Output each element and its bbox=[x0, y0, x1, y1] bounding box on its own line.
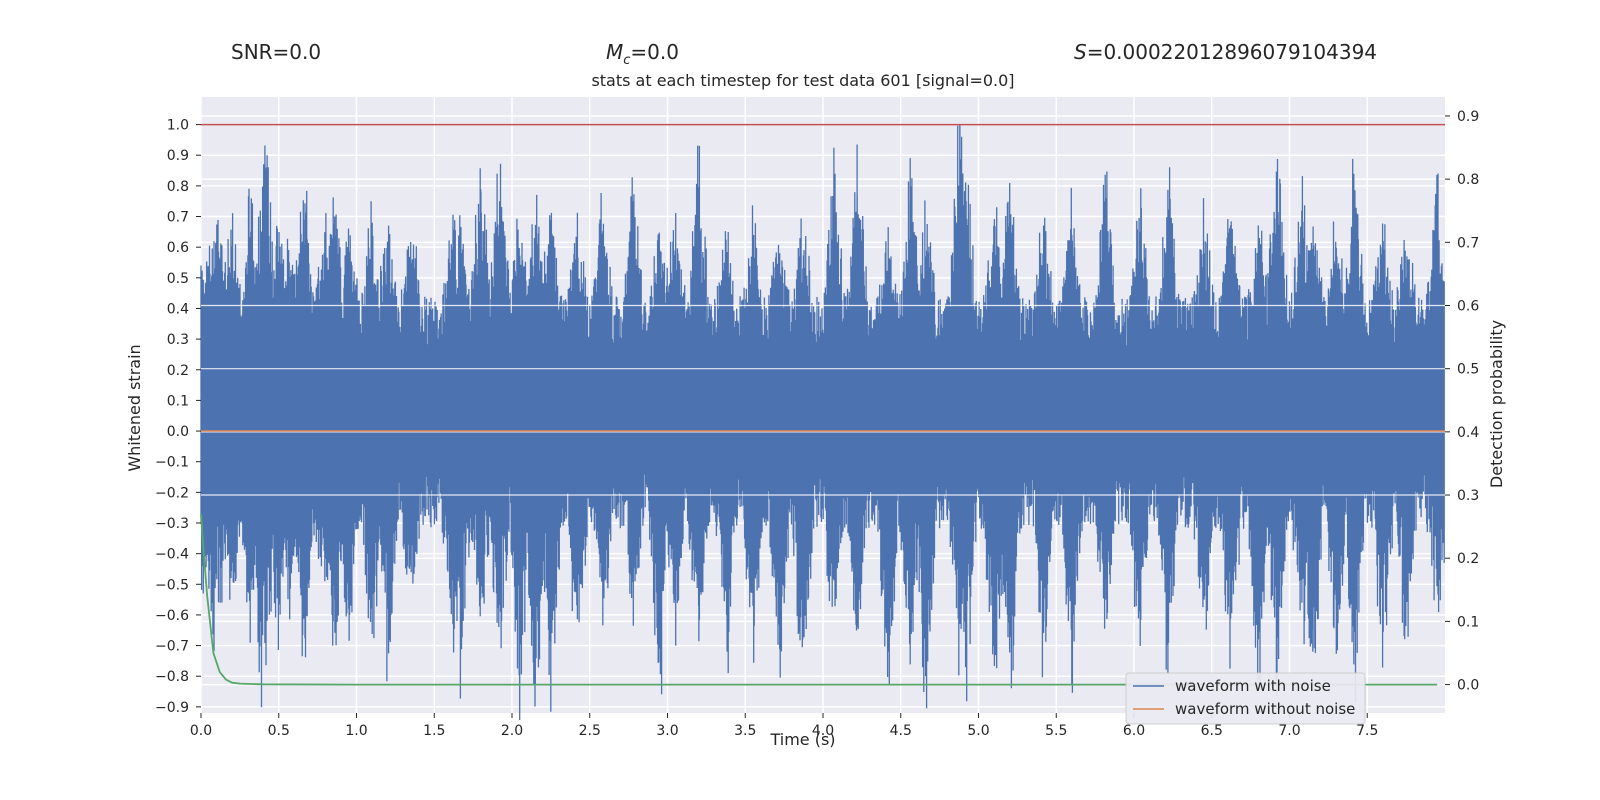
x-tick-label: 2.0 bbox=[501, 723, 523, 739]
waveform-noise-trace bbox=[200, 124, 1445, 720]
y2-tick-label: 0.0 bbox=[1457, 678, 1479, 694]
x-tick-label: 3.5 bbox=[734, 723, 756, 739]
y2-tick-label: 0.4 bbox=[1457, 425, 1479, 441]
y2-axis-label: Detection probability bbox=[1487, 320, 1506, 488]
y-tick-label: −0.4 bbox=[155, 547, 189, 563]
y-tick-label: 0.7 bbox=[167, 210, 189, 226]
y-tick-label: −0.6 bbox=[155, 608, 189, 624]
y-tick-label: 0.5 bbox=[167, 271, 189, 287]
y-tick-label: −0.5 bbox=[155, 577, 189, 593]
y-tick-label: 0.3 bbox=[167, 332, 189, 348]
y2-tick-label: 0.7 bbox=[1457, 235, 1479, 251]
legend-box bbox=[1125, 672, 1366, 725]
y2-tick-label: 0.9 bbox=[1457, 109, 1479, 125]
series-waveform-with-noise bbox=[200, 124, 1445, 720]
x-tick-label: 2.5 bbox=[579, 723, 601, 739]
x-tick-label: 0.5 bbox=[268, 723, 290, 739]
y-tick-label: 0.6 bbox=[167, 240, 189, 256]
y-tick-label: −0.8 bbox=[155, 669, 189, 685]
y-axis-label: Whitened strain bbox=[125, 344, 144, 471]
x-tick-label: 6.5 bbox=[1201, 723, 1223, 739]
x-tick-label: 7.0 bbox=[1278, 723, 1300, 739]
legend-label-noise: waveform with noise bbox=[1175, 677, 1331, 695]
chirp-mass-label: Mc=0.0 bbox=[606, 40, 679, 68]
x-tick-label: 5.0 bbox=[967, 723, 989, 739]
x-tick-label: 3.0 bbox=[656, 723, 678, 739]
y-tick-label: 0.9 bbox=[167, 148, 189, 164]
snr-label: SNR=0.0 bbox=[231, 40, 322, 64]
y-tick-label: 0.1 bbox=[167, 393, 189, 409]
x-tick-label: 4.5 bbox=[890, 723, 912, 739]
y-tick-label: 1.0 bbox=[167, 118, 189, 134]
statistic-label: S=0.00022012896079104394 bbox=[1074, 40, 1378, 64]
x-tick-label: 0.0 bbox=[190, 723, 212, 739]
chart-title: stats at each timestep for test data 601… bbox=[591, 71, 1014, 90]
y2-tick-label: 0.3 bbox=[1457, 488, 1479, 504]
x-tick-label: 1.0 bbox=[345, 723, 367, 739]
x-tick-label: 1.5 bbox=[423, 723, 445, 739]
y-tick-label: 0.4 bbox=[167, 301, 189, 317]
legend: waveform with noise waveform without noi… bbox=[1125, 672, 1366, 725]
y-tick-label: −0.3 bbox=[155, 516, 189, 532]
y2-tick-label: 0.8 bbox=[1457, 172, 1479, 188]
y2-tick-label: 0.2 bbox=[1457, 551, 1479, 567]
x-tick-label: 4.0 bbox=[812, 723, 834, 739]
legend-label-clean: waveform without noise bbox=[1175, 700, 1355, 718]
y-tick-label: 0.8 bbox=[167, 179, 189, 195]
x-tick-label: 5.5 bbox=[1045, 723, 1067, 739]
y2-tick-label: 0.5 bbox=[1457, 362, 1479, 378]
x-tick-label: 7.5 bbox=[1356, 723, 1378, 739]
y-tick-label: 0.0 bbox=[167, 424, 189, 440]
x-tick-label: 6.0 bbox=[1123, 723, 1145, 739]
y-tick-label: −0.2 bbox=[155, 485, 189, 501]
y-tick-label: −0.1 bbox=[155, 455, 189, 471]
y-tick-label: 0.2 bbox=[167, 363, 189, 379]
y-tick-label: −0.7 bbox=[155, 639, 189, 655]
x-axis-label: Time (s) bbox=[769, 730, 835, 749]
series-detection-probability bbox=[200, 513, 1438, 686]
y2-tick-label: 0.6 bbox=[1457, 298, 1479, 314]
y2-tick-label: 0.1 bbox=[1457, 614, 1479, 630]
y-tick-label: −0.9 bbox=[155, 700, 189, 716]
